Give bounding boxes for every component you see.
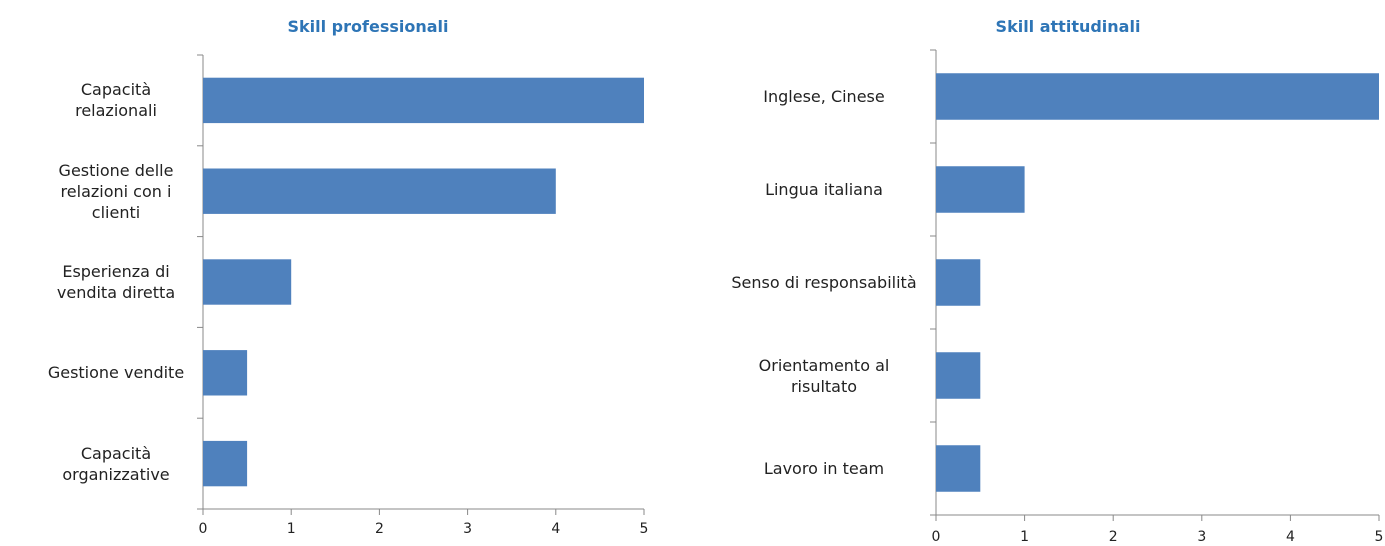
x-tick-label: 3 (1197, 529, 1206, 545)
x-tick-label: 5 (1375, 529, 1384, 545)
bar (936, 445, 981, 492)
bar (203, 168, 556, 214)
y-tick-label: Lingua italiana (765, 180, 883, 199)
y-tick-label: Capacità organizzative (62, 443, 170, 484)
x-tick-label: 2 (375, 521, 384, 537)
bar (936, 259, 981, 306)
x-tick-label: 5 (640, 521, 649, 537)
x-tick-label: 0 (932, 529, 941, 545)
bar (936, 166, 1025, 213)
x-tick-label: 2 (1109, 529, 1118, 545)
chart-title: Skill professionali (287, 17, 448, 36)
x-tick-label: 4 (1286, 529, 1295, 545)
y-tick-label: Capacità relazionali (75, 80, 157, 121)
bar (203, 440, 248, 487)
bar (936, 73, 1379, 120)
y-tick-label: Gestione delle relazioni con i clienti (58, 160, 174, 222)
x-tick-label: 0 (199, 521, 208, 537)
y-tick-label: Senso di responsabilità (731, 273, 917, 292)
y-tick-label: Esperienza di vendita diretta (56, 261, 176, 302)
chart-title: Skill attitudinali (996, 17, 1141, 36)
x-tick-label: 3 (463, 521, 472, 537)
y-tick-label: Lavoro in team (763, 459, 885, 478)
bar (936, 352, 981, 399)
y-tick-label: Orientamento al risultato (758, 355, 890, 396)
bar (203, 259, 292, 305)
y-tick-label: Inglese, Cinese (763, 87, 885, 106)
x-tick-label: 1 (1020, 529, 1029, 545)
x-tick-label: 1 (287, 521, 296, 537)
y-tick-label: Gestione vendite (47, 363, 185, 383)
bar (203, 77, 644, 124)
bar (203, 350, 248, 396)
x-tick-label: 4 (551, 521, 560, 537)
